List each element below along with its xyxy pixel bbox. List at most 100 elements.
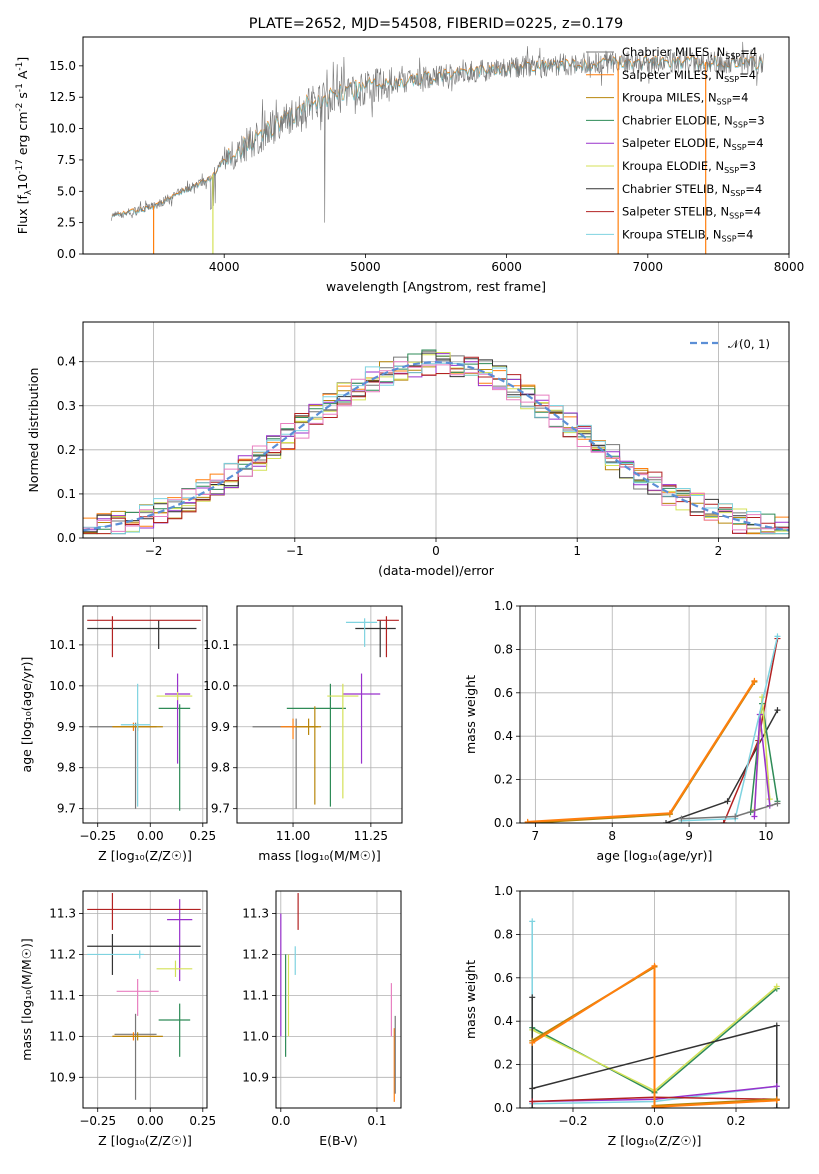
x-tick-label: 8000 <box>774 260 805 274</box>
legend-model-name: Salpeter ELODIE, N <box>622 136 732 150</box>
weight-point <box>678 815 685 822</box>
weight-series-line <box>527 680 756 823</box>
legend-sub: SSP <box>722 234 737 243</box>
plot-area <box>83 606 207 823</box>
x-tick-label: −2 <box>145 544 163 558</box>
y-tick-label: 0.0 <box>57 531 76 545</box>
x-tick-label: −0.25 <box>79 1114 116 1128</box>
weight-point <box>529 994 536 1001</box>
weight-point <box>720 820 727 823</box>
x-axis-label: Z [log₁₀(Z/Z☉)] <box>98 1133 192 1148</box>
y-tick-label: 0.2 <box>494 773 513 787</box>
y-tick-label: 0.3 <box>57 399 76 413</box>
y-tick-label: 15.0 <box>49 59 76 73</box>
legend-model-name: Chabrier MILES, N <box>622 45 725 59</box>
axes-frame <box>519 605 790 824</box>
legend-nssp: =3 <box>739 159 756 173</box>
legend-entry: Chabrier ELODIE, NSSP=3 <box>622 113 765 129</box>
y-axis-label: mass weight <box>463 675 478 754</box>
legend-entry: Salpeter ELODIE, NSSP=4 <box>622 136 764 152</box>
panel-2: −0.25 0.00 0.25 9.7 9.8 9.9 10.0 10.1 Z [log₁₀(Z… <box>19 605 216 863</box>
x-axis-label: Z [log₁₀(Z/Z☉)] <box>98 848 192 863</box>
weight-series-line <box>531 964 777 1108</box>
y-axis-label: mass weight <box>463 960 478 1039</box>
x-tick-label: 0.00 <box>137 1114 164 1128</box>
legend-nssp: =4 <box>747 136 764 150</box>
legend-model-name: Chabrier STELIB, N <box>622 182 730 196</box>
y-tick-label: 0.6 <box>494 686 513 700</box>
y-tick-label: 11.0 <box>49 1029 76 1043</box>
legend-sub: SSP <box>725 52 740 61</box>
weight-point <box>529 1105 536 1108</box>
grid <box>520 606 789 823</box>
weight-point <box>529 918 536 925</box>
y-tick-label: 10.0 <box>203 679 230 693</box>
y-tick-label: 0.2 <box>494 1058 513 1072</box>
y-label-part: s <box>15 92 30 103</box>
plot-area <box>520 891 789 1108</box>
y-tick-label: 0.4 <box>494 1014 513 1028</box>
y-tick-label: 11.1 <box>242 988 269 1002</box>
axes-frame <box>82 890 208 1109</box>
legend-model-name: Chabrier ELODIE, N <box>622 113 733 127</box>
axes-frame <box>82 321 790 539</box>
x-tick-label: 11.00 <box>276 829 310 843</box>
plot-area <box>83 891 207 1108</box>
x-tick-label: 4000 <box>209 260 240 274</box>
legend-model-name: Salpeter MILES, N <box>622 68 724 82</box>
y-axis-label: Normed distribution <box>26 368 41 493</box>
y-label-part: λ <box>24 189 34 195</box>
weight-point <box>773 983 780 990</box>
x-tick-label: 7000 <box>633 260 664 274</box>
axes-frame <box>519 890 790 1109</box>
y-tick-label: 11.1 <box>49 988 76 1002</box>
y-label-part: 10 <box>15 174 30 190</box>
y-tick-label: 0.0 <box>494 1101 513 1115</box>
weight-point <box>773 1083 780 1090</box>
y-tick-label: 0.8 <box>494 927 513 941</box>
y-label-part: ] <box>15 57 30 62</box>
x-tick-label: 5000 <box>350 260 381 274</box>
y-tick-label: 10.0 <box>49 122 76 136</box>
legend-sub: SSP <box>729 212 744 221</box>
weight-point <box>651 1103 658 1108</box>
y-tick-label: 9.7 <box>211 802 230 816</box>
weight-point <box>773 1105 780 1108</box>
weight-point <box>751 813 758 820</box>
x-tick-label: 0.25 <box>189 829 216 843</box>
x-axis-label: Z [log₁₀(Z/Z☉)] <box>608 1133 702 1148</box>
y-tick-label: 5.0 <box>57 184 76 198</box>
y-tick-label: 11.3 <box>242 907 269 921</box>
weight-point <box>774 707 781 714</box>
weight-point <box>732 813 739 820</box>
y-tick-label: 0.0 <box>57 247 76 261</box>
y-tick-label: 10.0 <box>49 679 76 693</box>
legend-entry: Kroupa STELIB, NSSP=4 <box>622 227 753 243</box>
y-tick-label: 9.8 <box>57 761 76 775</box>
weight-point <box>529 1098 536 1105</box>
y-tick-label: 9.9 <box>211 720 230 734</box>
panel-5: −0.25 0.00 0.25 10.9 11.0 11.1 11.2 11.3 Z [log₁… <box>19 890 216 1148</box>
y-tick-label: 0.4 <box>494 729 513 743</box>
legend-nssp: =4 <box>732 91 749 105</box>
legend-model-name: Kroupa MILES, N <box>622 91 717 105</box>
legend-sub: SSP <box>730 189 745 198</box>
y-tick-label: 9.8 <box>211 761 230 775</box>
x-tick-label: 0.1 <box>367 1114 386 1128</box>
y-tick-label: 0.6 <box>494 971 513 985</box>
y-tick-label: 10.1 <box>203 638 230 652</box>
plot-area <box>110 41 764 254</box>
weight-series-line <box>681 636 779 822</box>
legend-nssp: =4 <box>737 227 754 241</box>
legend-nssp: =4 <box>740 45 757 59</box>
legend-entry: Chabrier MILES, NSSP=4 <box>622 45 757 61</box>
weight-point <box>751 677 758 684</box>
grid <box>276 891 401 1108</box>
x-tick-label: 1 <box>573 544 581 558</box>
x-tick-label: −1 <box>286 544 304 558</box>
x-axis-label: E(B-V) <box>319 1133 358 1148</box>
x-tick-label: −0.2 <box>558 1114 587 1128</box>
panel-6: 0.0 0.1 10.9 11.0 11.1 11.2 11.3 E(B-V) <box>242 890 402 1148</box>
axes-frame <box>275 890 402 1109</box>
y-tick-label: 7.5 <box>57 153 76 167</box>
